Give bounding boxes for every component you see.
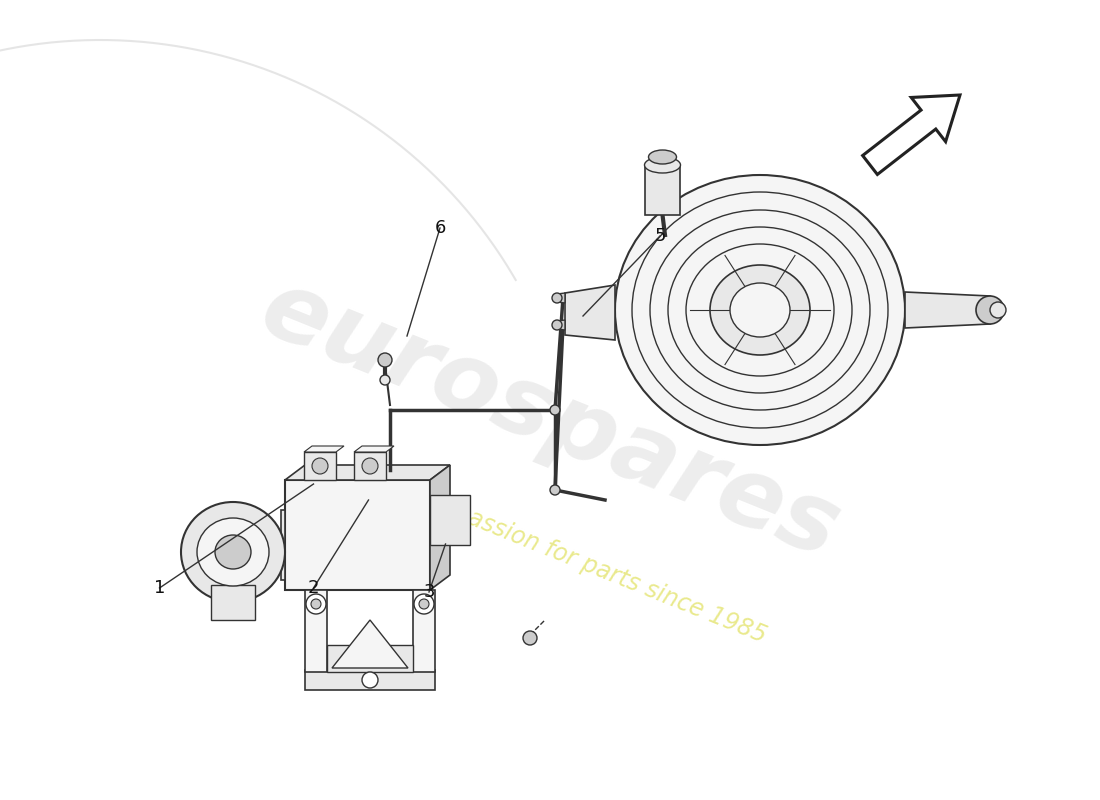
Ellipse shape	[379, 375, 390, 385]
Polygon shape	[285, 465, 450, 480]
Ellipse shape	[378, 353, 392, 367]
Text: 6: 6	[434, 219, 446, 237]
Ellipse shape	[362, 672, 378, 688]
Text: 5: 5	[654, 227, 666, 245]
Polygon shape	[430, 495, 470, 545]
Polygon shape	[280, 510, 285, 580]
Text: 2: 2	[308, 579, 319, 597]
Ellipse shape	[306, 594, 326, 614]
Ellipse shape	[550, 485, 560, 495]
Polygon shape	[327, 645, 412, 672]
Text: a passion for parts since 1985: a passion for parts since 1985	[430, 492, 770, 648]
Polygon shape	[354, 446, 394, 452]
Ellipse shape	[730, 283, 790, 337]
Text: eurospares: eurospares	[248, 262, 852, 578]
Polygon shape	[905, 292, 990, 328]
Polygon shape	[285, 480, 430, 590]
Polygon shape	[211, 585, 255, 620]
Polygon shape	[332, 620, 408, 668]
Ellipse shape	[649, 150, 676, 164]
Text: 1: 1	[154, 579, 165, 597]
Polygon shape	[565, 285, 615, 340]
Ellipse shape	[552, 320, 562, 330]
Ellipse shape	[182, 502, 285, 602]
Polygon shape	[430, 465, 450, 590]
Ellipse shape	[419, 599, 429, 609]
Polygon shape	[305, 590, 327, 672]
Polygon shape	[354, 452, 386, 480]
Ellipse shape	[645, 157, 681, 173]
Polygon shape	[862, 95, 960, 174]
Ellipse shape	[550, 405, 560, 415]
Polygon shape	[557, 293, 565, 303]
Polygon shape	[304, 446, 344, 452]
Ellipse shape	[710, 265, 810, 355]
Ellipse shape	[522, 631, 537, 645]
Ellipse shape	[214, 535, 251, 569]
Text: 3: 3	[424, 583, 434, 601]
Polygon shape	[304, 452, 336, 480]
Ellipse shape	[311, 599, 321, 609]
Ellipse shape	[197, 518, 270, 586]
Ellipse shape	[615, 175, 905, 445]
Ellipse shape	[414, 594, 435, 614]
Ellipse shape	[362, 458, 378, 474]
Ellipse shape	[312, 458, 328, 474]
Ellipse shape	[552, 293, 562, 303]
Ellipse shape	[990, 302, 1006, 318]
Polygon shape	[557, 320, 565, 330]
Polygon shape	[412, 590, 434, 672]
Ellipse shape	[976, 296, 1004, 324]
Polygon shape	[645, 165, 680, 215]
Polygon shape	[305, 670, 434, 690]
